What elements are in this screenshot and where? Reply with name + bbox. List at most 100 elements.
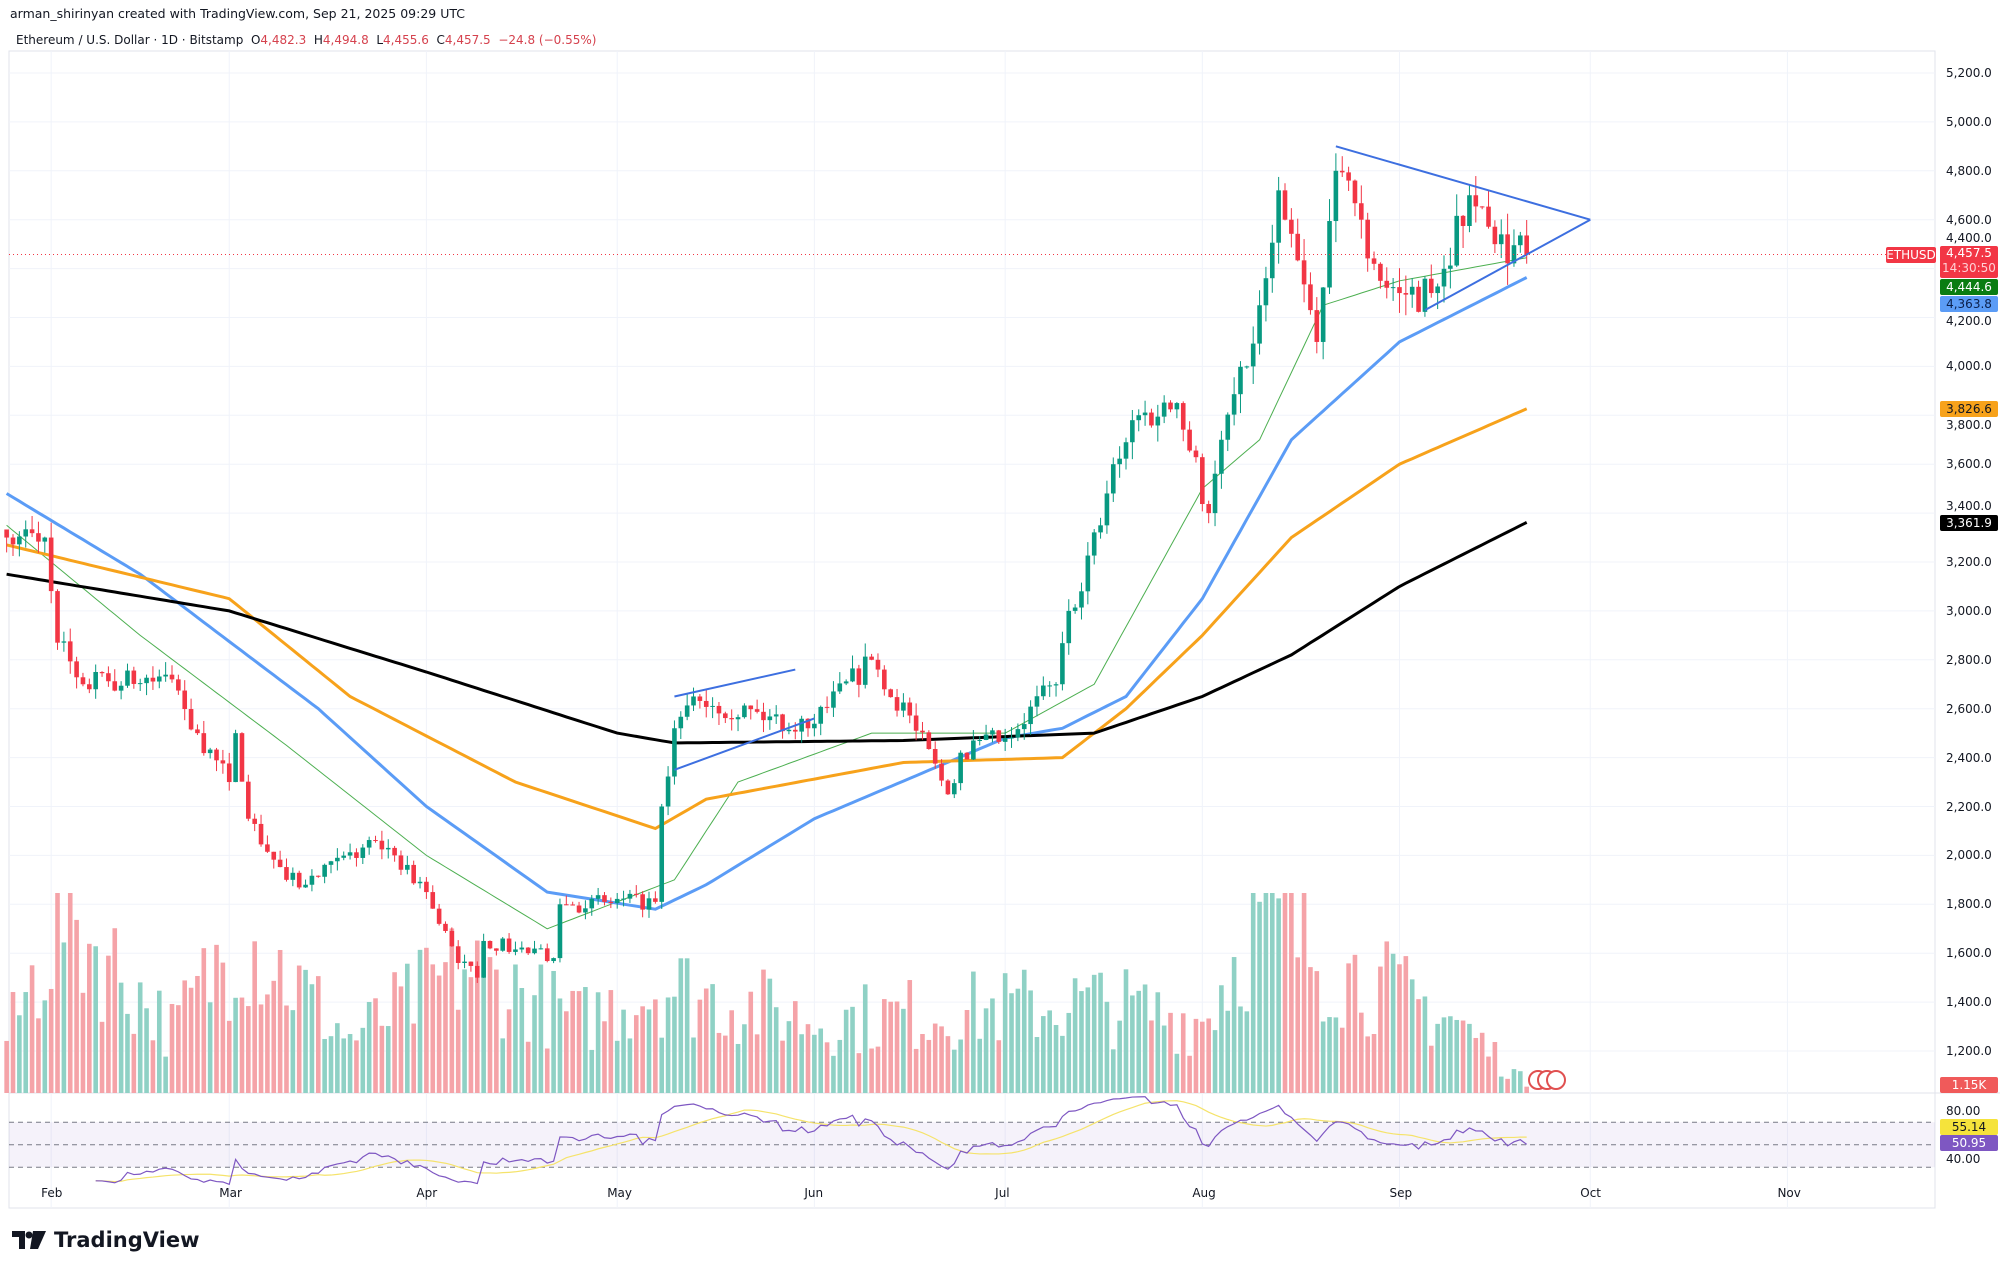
volume-bar: [214, 944, 219, 1093]
candle-body: [1524, 235, 1529, 255]
volume-bar: [799, 1034, 804, 1093]
candle-body: [1142, 412, 1148, 416]
symbol-title[interactable]: Ethereum / U.S. Dollar · 1D · Bitstamp: [16, 33, 244, 47]
volume-bar: [373, 998, 378, 1093]
candle-body: [220, 760, 226, 764]
candle-body: [93, 671, 98, 690]
candle-body: [303, 884, 308, 888]
candle-body: [290, 872, 296, 880]
rsi-ma-line: [95, 1100, 1527, 1183]
candle-body: [252, 818, 257, 824]
candle-body: [621, 898, 626, 900]
candle-body: [951, 783, 957, 795]
high-label: H: [313, 33, 323, 47]
volume-bar: [767, 978, 773, 1093]
candle-body: [1034, 696, 1040, 707]
candle-body: [1390, 287, 1396, 289]
candle-body: [131, 670, 137, 684]
candle-body: [792, 729, 798, 732]
volume-bar: [614, 1040, 620, 1093]
tradingview-wordmark: TradingView: [54, 1228, 200, 1252]
candle-body: [869, 656, 874, 660]
candle-body: [1518, 235, 1523, 246]
volume-bar: [1034, 1037, 1040, 1093]
price-tick-label: 1,200.0: [1946, 1044, 1992, 1058]
candle-body: [1015, 729, 1021, 738]
candle-body: [1435, 286, 1440, 294]
candle-body: [1397, 287, 1402, 294]
candle-body: [659, 806, 665, 902]
volume-bar: [220, 962, 226, 1093]
tradingview-logo[interactable]: TradingView: [12, 1228, 199, 1252]
candle-body: [1225, 414, 1231, 440]
volume-bar: [646, 1009, 652, 1093]
candle-body: [653, 898, 658, 902]
volume-bar: [843, 1009, 849, 1093]
candle-body: [901, 702, 906, 711]
candle-body: [1098, 525, 1103, 533]
time-tick-label: Sep: [1389, 1186, 1413, 1200]
ma-line-ma100: [6, 407, 1528, 831]
volume-bar: [780, 1040, 785, 1093]
candle-body: [818, 706, 824, 724]
volume-bar: [99, 1021, 105, 1093]
volume-bar: [1422, 996, 1428, 1093]
volume-bar: [735, 1043, 741, 1093]
candle-body: [1346, 172, 1351, 181]
volume-bar: [996, 1040, 1002, 1093]
volume-bar: [1359, 1012, 1364, 1093]
candle-body: [1314, 310, 1320, 342]
volume-bar: [1168, 1012, 1173, 1093]
volume-bar: [901, 1008, 906, 1093]
candle-body: [862, 656, 868, 685]
volume-bar: [150, 1040, 156, 1093]
chart-frame: [8, 50, 1936, 1209]
volume-bar: [137, 982, 143, 1093]
candle-body: [780, 714, 785, 732]
volume-bar: [1460, 1020, 1466, 1093]
candle-body: [557, 904, 563, 959]
volume-bar: [207, 1002, 213, 1093]
candle-body: [761, 711, 766, 721]
volume-bar: [805, 1024, 811, 1093]
candle-body: [1085, 555, 1091, 592]
candle-body: [468, 961, 474, 966]
time-tick-label: May: [607, 1186, 632, 1200]
ma20-badge: 4,444.6: [1940, 279, 1998, 295]
volume-bar: [538, 964, 544, 1093]
candle-body: [1091, 532, 1097, 556]
volume-bar: [411, 1023, 416, 1093]
candle-body: [1359, 203, 1364, 220]
candle-body: [678, 716, 684, 729]
volume-bar: [188, 987, 194, 1093]
candle-body: [494, 948, 499, 951]
candle-body: [328, 861, 334, 865]
price-tick-label: 3,800.0: [1946, 418, 1992, 433]
candle-body: [1009, 737, 1014, 739]
candle-body: [335, 857, 340, 862]
candle-body: [436, 908, 442, 924]
symbol-legend: Ethereum / U.S. Dollar · 1D · Bitstamp O…: [16, 33, 596, 47]
volume-bar: [1282, 893, 1288, 1093]
time-tick-label: Mar: [219, 1186, 242, 1200]
volume-bar: [1473, 1037, 1479, 1093]
volume-bar: [1219, 985, 1224, 1093]
volume-bar: [290, 1010, 296, 1093]
volume-bar: [1180, 1013, 1186, 1093]
candle-body: [939, 763, 944, 781]
tradingview-logo-icon: [12, 1231, 46, 1249]
volume-bar: [1301, 893, 1307, 1093]
candle-body: [1498, 234, 1504, 245]
candle-body: [99, 671, 105, 674]
candle-body: [570, 904, 575, 906]
volume-bar: [1212, 1030, 1218, 1093]
candle-body: [201, 733, 207, 754]
candle-body: [474, 965, 480, 978]
volume-bar: [17, 1015, 22, 1093]
volume-bar: [252, 941, 257, 1093]
volume-bar: [106, 955, 111, 1093]
candle-body: [525, 947, 531, 954]
candle-body: [513, 949, 518, 952]
volume-bar: [1505, 1078, 1510, 1093]
